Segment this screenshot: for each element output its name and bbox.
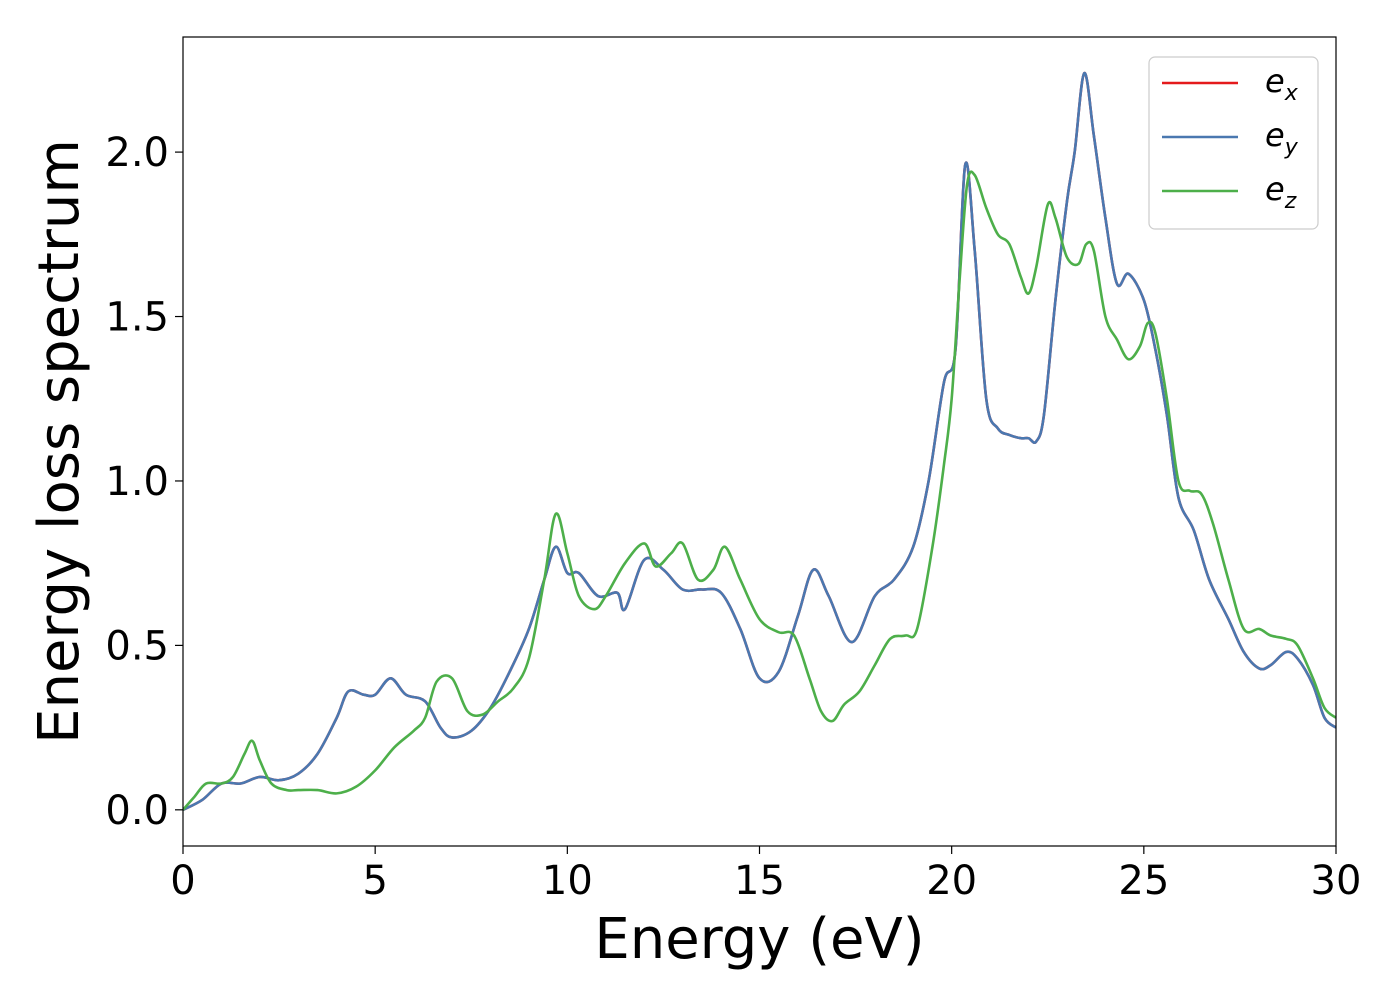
x-axis-title: Energy (eV) (594, 907, 924, 972)
y-axis-ticks: 0.0 0.5 1.0 1.5 2.0 (105, 130, 183, 834)
x-axis-ticks: 0 5 10 15 20 25 30 (170, 846, 1361, 904)
y-tick-label: 0.5 (105, 623, 169, 669)
x-tick-label: 30 (1311, 858, 1362, 904)
y-tick-label: 0.0 (105, 788, 169, 834)
legend-label-base: e (1265, 62, 1285, 100)
legend-label-ez: ez (1265, 170, 1297, 214)
legend-label-ex: ex (1265, 62, 1299, 106)
legend-label-subscript: y (1284, 135, 1299, 160)
x-tick-label: 10 (542, 858, 593, 904)
y-tick-label: 1.0 (105, 459, 169, 505)
legend-label-subscript: x (1284, 81, 1299, 106)
series-line-ez (183, 170, 1336, 811)
legend-label-ey: ey (1265, 116, 1299, 160)
y-tick-label: 1.5 (105, 295, 169, 341)
legend-box (1148, 56, 1319, 230)
x-tick-label: 25 (1118, 858, 1169, 904)
series-line-ey (183, 71, 1336, 811)
x-tick-label: 0 (170, 858, 195, 904)
x-tick-label: 5 (362, 858, 387, 904)
legend-label-base: e (1265, 116, 1285, 154)
x-tick-label: 20 (926, 858, 977, 904)
y-axis-title: Energy loss spectrum (27, 139, 92, 744)
y-tick-label: 2.0 (105, 130, 169, 176)
legend-label-base: e (1265, 170, 1285, 208)
series-layer (183, 71, 1336, 811)
legend-label-subscript: z (1284, 189, 1297, 214)
x-tick-label: 15 (734, 858, 785, 904)
